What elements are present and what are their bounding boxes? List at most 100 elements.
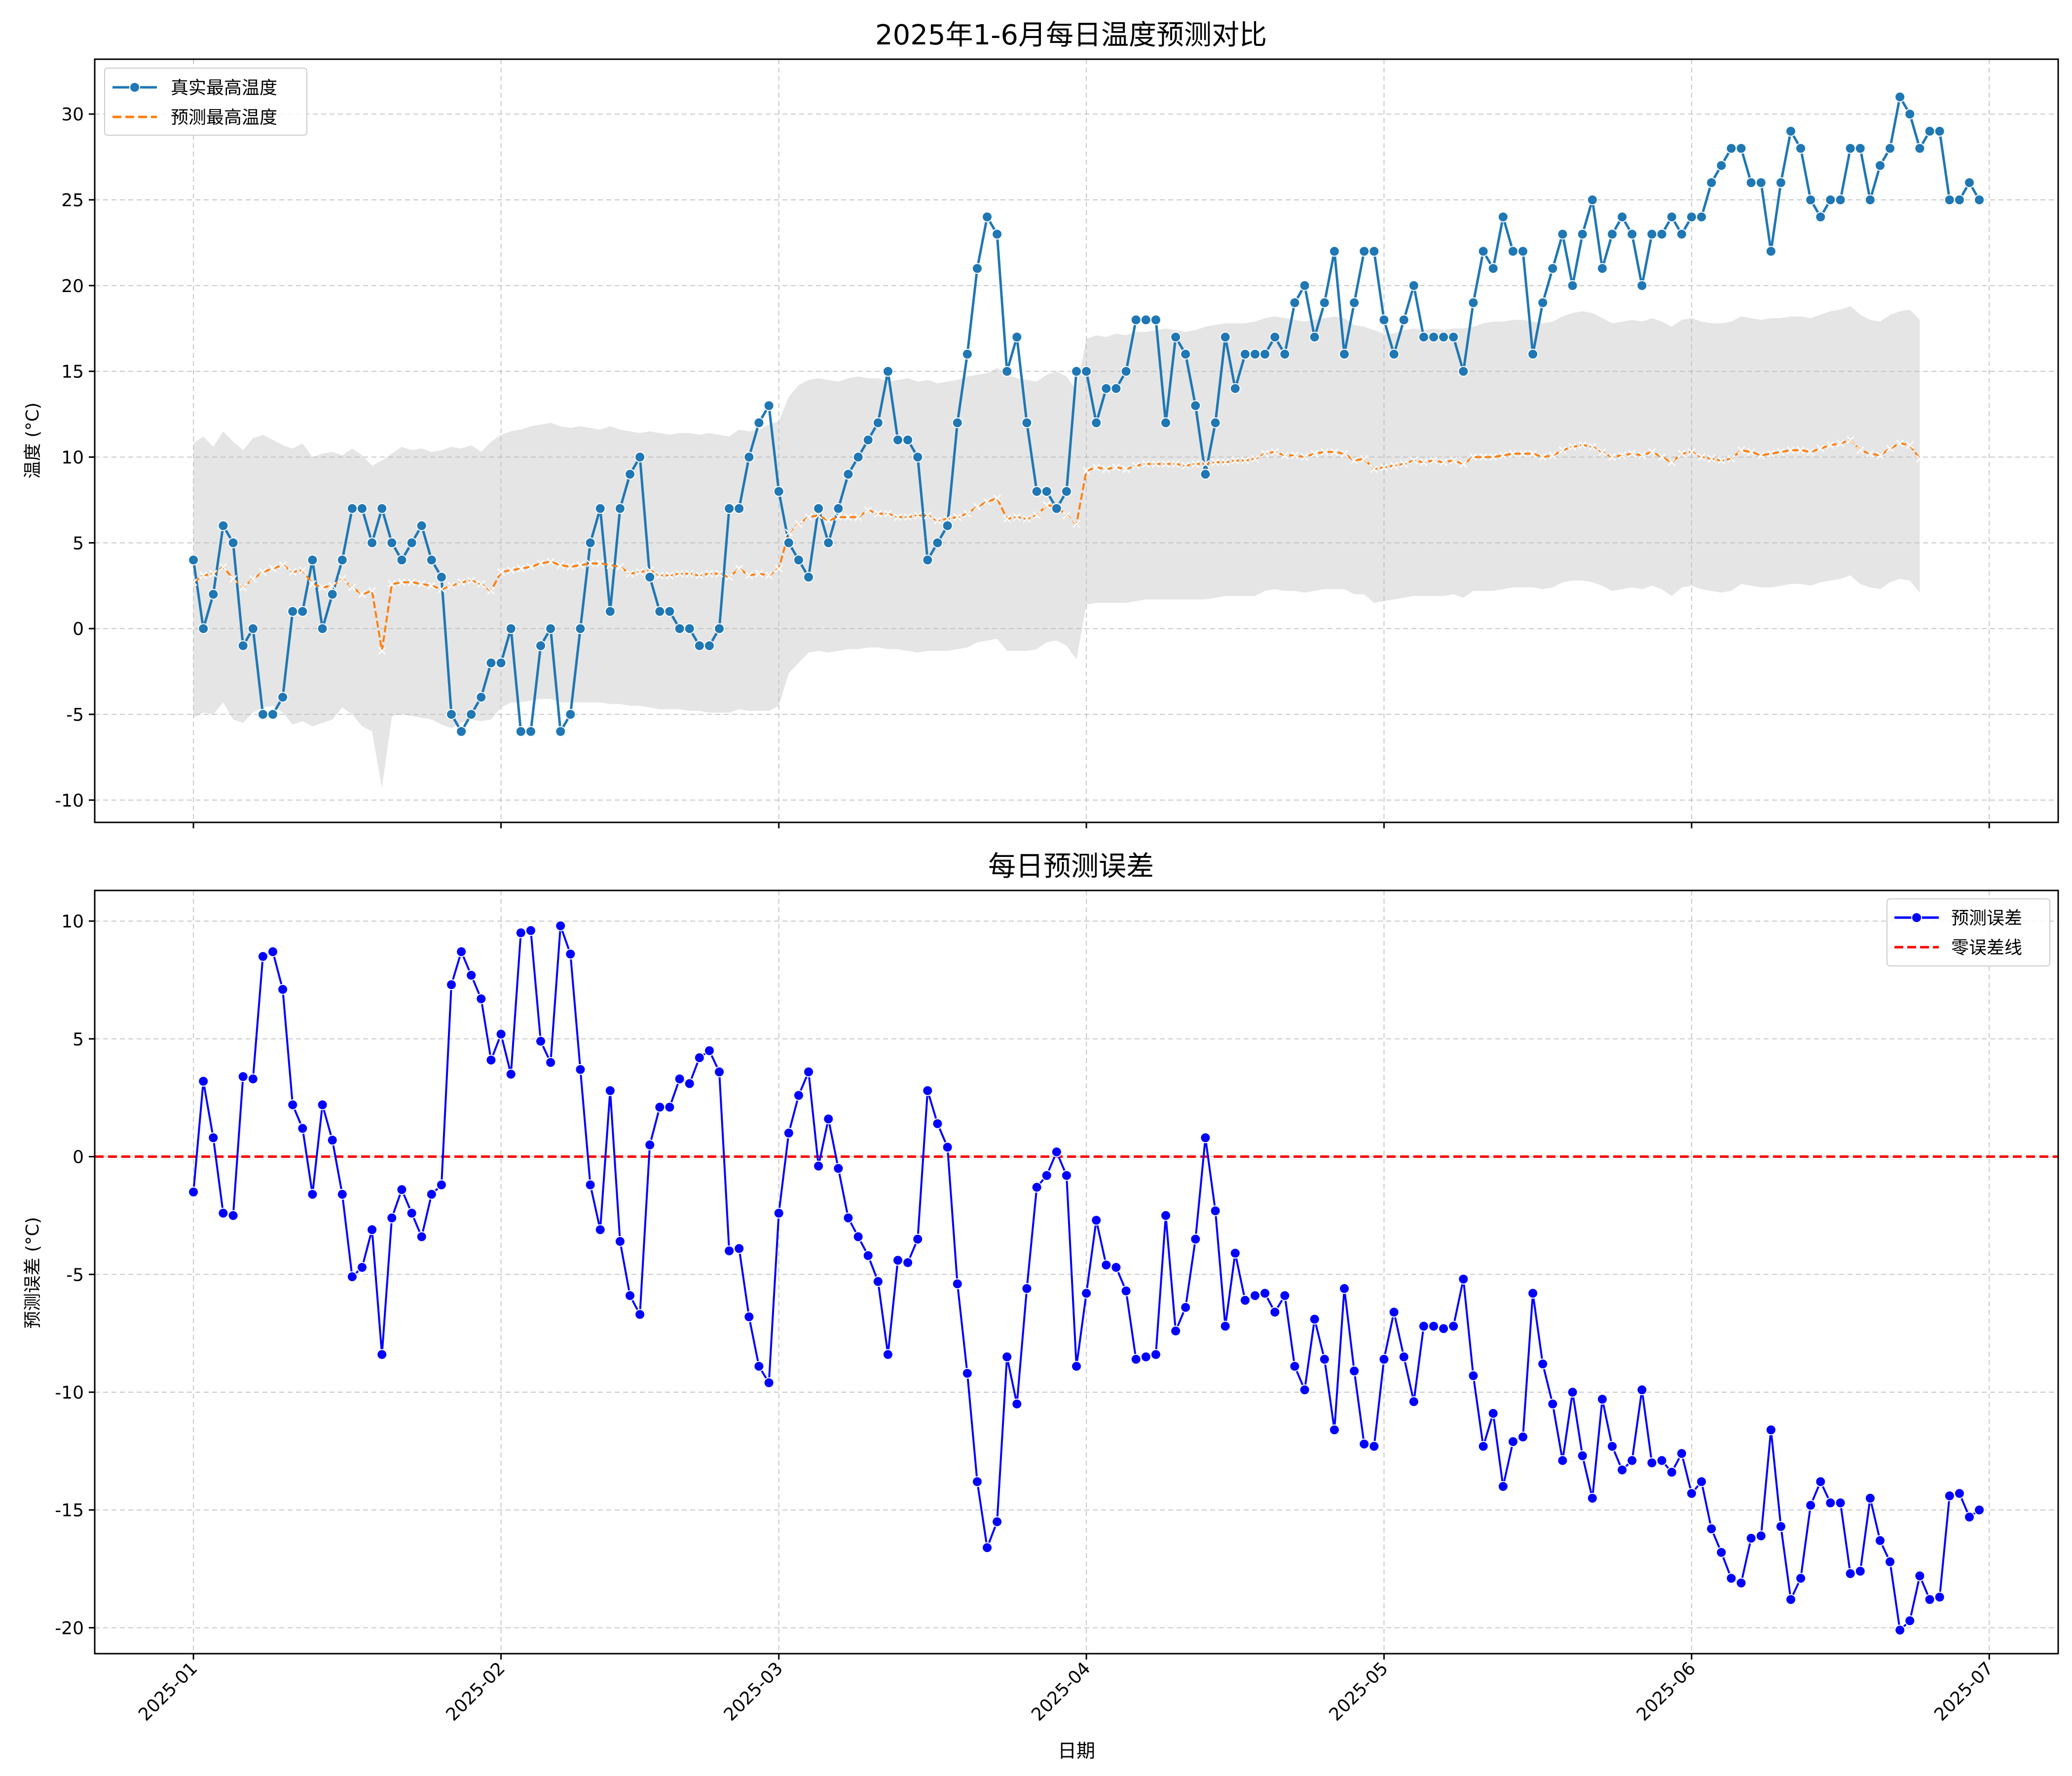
actual-point [1091, 417, 1102, 428]
legend-zero-label: 零误差线 [1951, 938, 2022, 958]
error-point [674, 1073, 685, 1084]
error-point [1617, 1464, 1628, 1476]
actual-point [1617, 211, 1628, 222]
error-point [1428, 1321, 1439, 1332]
predicted-point [1360, 455, 1369, 463]
temperature-y-tick-label: -5 [66, 705, 84, 725]
actual-point [218, 520, 229, 531]
error-point [1359, 1439, 1370, 1450]
predicted-point [864, 506, 872, 515]
temperature-chart-title: 2025年1-6月每日温度预测对比 [875, 19, 1267, 51]
actual-point [614, 503, 626, 514]
error-point [327, 1135, 338, 1146]
error-point [1527, 1288, 1539, 1299]
predicted-point [924, 511, 932, 519]
actual-point [515, 726, 526, 737]
error-point [1924, 1594, 1935, 1605]
error-point [1577, 1450, 1588, 1461]
actual-point [1577, 228, 1588, 240]
error-point [1259, 1288, 1271, 1299]
error-point [892, 1255, 903, 1266]
actual-point [466, 709, 477, 720]
error-y-tick-label: 0 [73, 1147, 84, 1168]
predicted-point [1568, 443, 1577, 451]
predicted-point [507, 566, 515, 574]
error-point [1279, 1290, 1291, 1301]
error-point [287, 1099, 298, 1110]
actual-point [1369, 246, 1380, 257]
actual-point [773, 486, 784, 497]
predicted-point [318, 583, 327, 592]
error-point [1110, 1262, 1122, 1273]
actual-point [1596, 263, 1608, 274]
actual-point [188, 555, 199, 566]
temperature-series [188, 91, 1985, 737]
predicted-point [229, 575, 237, 583]
predicted-point [1489, 453, 1497, 461]
predicted-point [1677, 449, 1686, 458]
actual-point [386, 537, 398, 549]
error-point [971, 1476, 983, 1487]
predicted-point [1281, 451, 1289, 459]
actual-point [1517, 246, 1528, 257]
legend-error-marker [1911, 912, 1922, 923]
actual-point [1239, 348, 1251, 360]
actual-point [1507, 246, 1518, 257]
actual-point [525, 726, 536, 737]
error-point [1269, 1306, 1281, 1318]
predicted-point [1757, 451, 1765, 459]
actual-point [1825, 194, 1836, 206]
error-point [942, 1142, 953, 1153]
error-point [1418, 1321, 1429, 1332]
predicted-point [1648, 448, 1656, 456]
actual-point [843, 469, 854, 480]
predicted-point [1350, 456, 1358, 465]
error-point [1755, 1530, 1767, 1542]
actual-point [1934, 126, 1945, 137]
error-point [575, 1064, 586, 1075]
actual-point [485, 657, 497, 668]
temperature-y-tick-label: 30 [61, 105, 84, 125]
actual-point [1190, 400, 1201, 411]
actual-point [327, 589, 338, 600]
predicted-point [388, 580, 396, 588]
actual-point [336, 555, 348, 566]
actual-point [1359, 246, 1370, 257]
predicted-point [705, 570, 713, 578]
predicted-point [1578, 441, 1587, 449]
legend-predicted-label: 预测最高温度 [171, 108, 277, 128]
predicted-point [993, 494, 1001, 502]
error-point [386, 1212, 398, 1223]
predicted-point [765, 571, 773, 580]
actual-point [1726, 143, 1737, 154]
predicted-point [398, 578, 406, 587]
actual-point [1250, 348, 1260, 360]
actual-point [1101, 383, 1112, 394]
actual-point [545, 623, 556, 634]
actual-point [1924, 126, 1935, 137]
predicted-point [983, 498, 991, 506]
actual-point [1140, 314, 1151, 326]
error-point [1299, 1384, 1310, 1396]
predicted-point [249, 575, 257, 583]
error-point [1378, 1354, 1390, 1365]
actual-point [823, 537, 834, 549]
temperature-chart: 2025年1-6月每日温度预测对比 -10 -5 0 5 10 15 20 25 30 温度 (… [23, 19, 2059, 828]
actual-point [376, 503, 388, 514]
error-point [1656, 1455, 1667, 1466]
error-point [1646, 1457, 1658, 1469]
error-point [1061, 1170, 1072, 1181]
actual-point [1428, 332, 1439, 343]
actual-point [1805, 194, 1816, 206]
predicted-point [1737, 446, 1745, 454]
actual-point [942, 520, 953, 531]
error-point [1736, 1577, 1747, 1589]
actual-point [922, 555, 933, 566]
actual-point [1031, 486, 1042, 497]
predicted-point [1251, 455, 1259, 463]
predicted-point [586, 559, 594, 567]
actual-point [1289, 297, 1300, 308]
predicted-point [745, 571, 753, 580]
error-point [585, 1179, 596, 1190]
